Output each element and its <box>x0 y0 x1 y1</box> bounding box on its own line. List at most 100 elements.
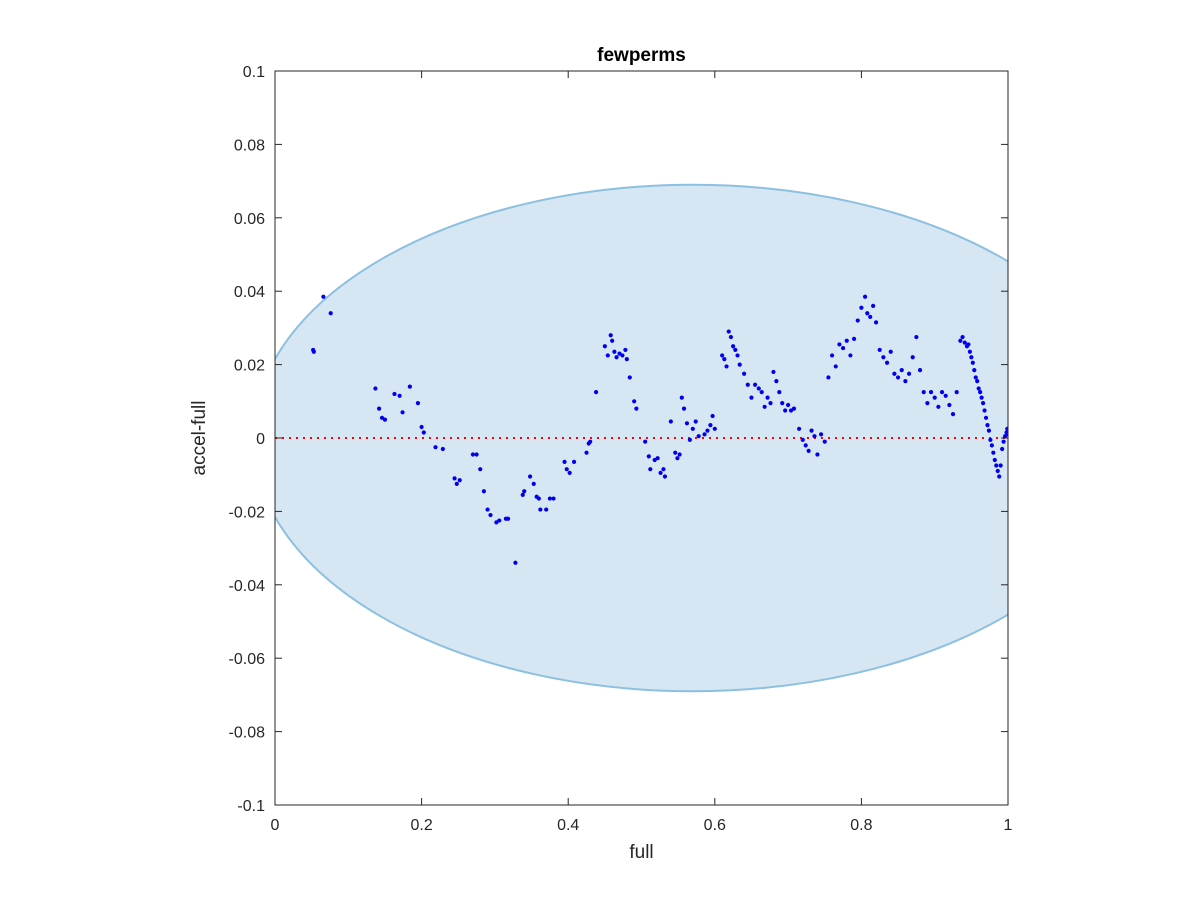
data-point <box>705 428 710 433</box>
data-point <box>783 408 788 413</box>
data-point <box>602 344 607 349</box>
data-point <box>859 305 864 310</box>
data-point <box>681 406 687 411</box>
data-point <box>837 342 842 347</box>
y-tick-label: -0.02 <box>229 504 266 521</box>
data-point <box>737 362 742 367</box>
data-point <box>722 356 727 362</box>
data-point <box>973 375 978 380</box>
data-point <box>551 496 556 501</box>
data-point <box>979 395 984 400</box>
region-ellipse <box>275 183 1008 693</box>
data-point <box>1005 432 1008 437</box>
data-point <box>980 401 986 406</box>
data-point <box>571 459 577 464</box>
data-point <box>809 428 814 433</box>
x-axis-label: full <box>629 842 653 863</box>
data-point <box>873 320 879 325</box>
data-point <box>522 489 527 494</box>
data-point <box>765 395 770 400</box>
data-point <box>899 368 904 373</box>
data-point <box>407 384 412 389</box>
data-point <box>992 457 997 463</box>
data-point <box>634 406 639 411</box>
data-point <box>936 404 941 409</box>
data-point <box>868 314 873 319</box>
data-point <box>433 445 438 450</box>
data-point <box>658 470 663 475</box>
data-point <box>544 507 549 512</box>
data-point <box>733 347 738 353</box>
data-point <box>970 360 975 365</box>
data-point <box>844 338 849 343</box>
data-point <box>806 448 811 453</box>
data-point <box>693 419 698 424</box>
y-tick-label: -0.08 <box>229 725 266 742</box>
data-point <box>627 375 632 380</box>
data-point <box>382 417 388 422</box>
data-point <box>947 402 952 408</box>
data-point <box>485 507 490 512</box>
y-tick-label: -0.06 <box>229 651 266 668</box>
data-point <box>975 379 980 384</box>
data-point <box>756 386 761 391</box>
data-point <box>851 336 857 342</box>
data-point <box>978 390 983 395</box>
data-point <box>513 560 518 565</box>
data-point <box>986 428 992 433</box>
data-point <box>998 463 1003 468</box>
data-point <box>818 432 824 437</box>
data-point <box>668 419 673 424</box>
data-point <box>888 349 893 354</box>
data-point <box>311 349 316 354</box>
data-point <box>985 423 990 428</box>
data-point <box>895 375 901 380</box>
data-point <box>822 439 827 444</box>
data-point <box>497 518 502 523</box>
data-point <box>777 390 782 395</box>
data-point <box>917 368 923 373</box>
data-point <box>457 478 462 483</box>
data-point <box>855 318 860 323</box>
data-point <box>702 432 707 437</box>
x-tick-label: 1 <box>1004 817 1013 834</box>
data-point <box>400 410 405 415</box>
data-point <box>376 406 382 411</box>
data-point <box>605 353 610 358</box>
data-point <box>1001 439 1006 444</box>
data-point <box>712 426 717 431</box>
data-point <box>1000 446 1005 452</box>
data-point <box>976 386 981 391</box>
data-point <box>735 353 740 358</box>
data-point <box>815 452 820 457</box>
x-tick-label: 0.8 <box>850 817 872 834</box>
data-point <box>884 360 890 365</box>
data-point <box>753 382 758 387</box>
data-point <box>960 334 965 340</box>
data-point <box>593 390 599 395</box>
data-point <box>749 395 754 400</box>
data-point <box>646 454 651 459</box>
data-point <box>943 393 948 398</box>
data-point <box>932 395 937 400</box>
data-point <box>648 467 653 472</box>
data-point <box>538 507 543 512</box>
data-point <box>921 390 926 395</box>
data-point <box>527 474 533 479</box>
data-point <box>675 456 680 461</box>
y-tick-label: 0.02 <box>234 358 265 375</box>
data-point <box>774 379 779 384</box>
data-point <box>969 355 974 360</box>
data-point <box>536 496 541 501</box>
data-point <box>612 349 617 354</box>
data-point <box>673 450 678 455</box>
data-point <box>520 492 525 497</box>
data-point <box>731 344 736 349</box>
data-point <box>771 369 776 375</box>
data-point <box>614 355 619 360</box>
data-point <box>928 390 934 395</box>
data-point <box>991 450 996 455</box>
x-tick-label: 0.4 <box>557 817 579 834</box>
data-point <box>745 382 750 387</box>
